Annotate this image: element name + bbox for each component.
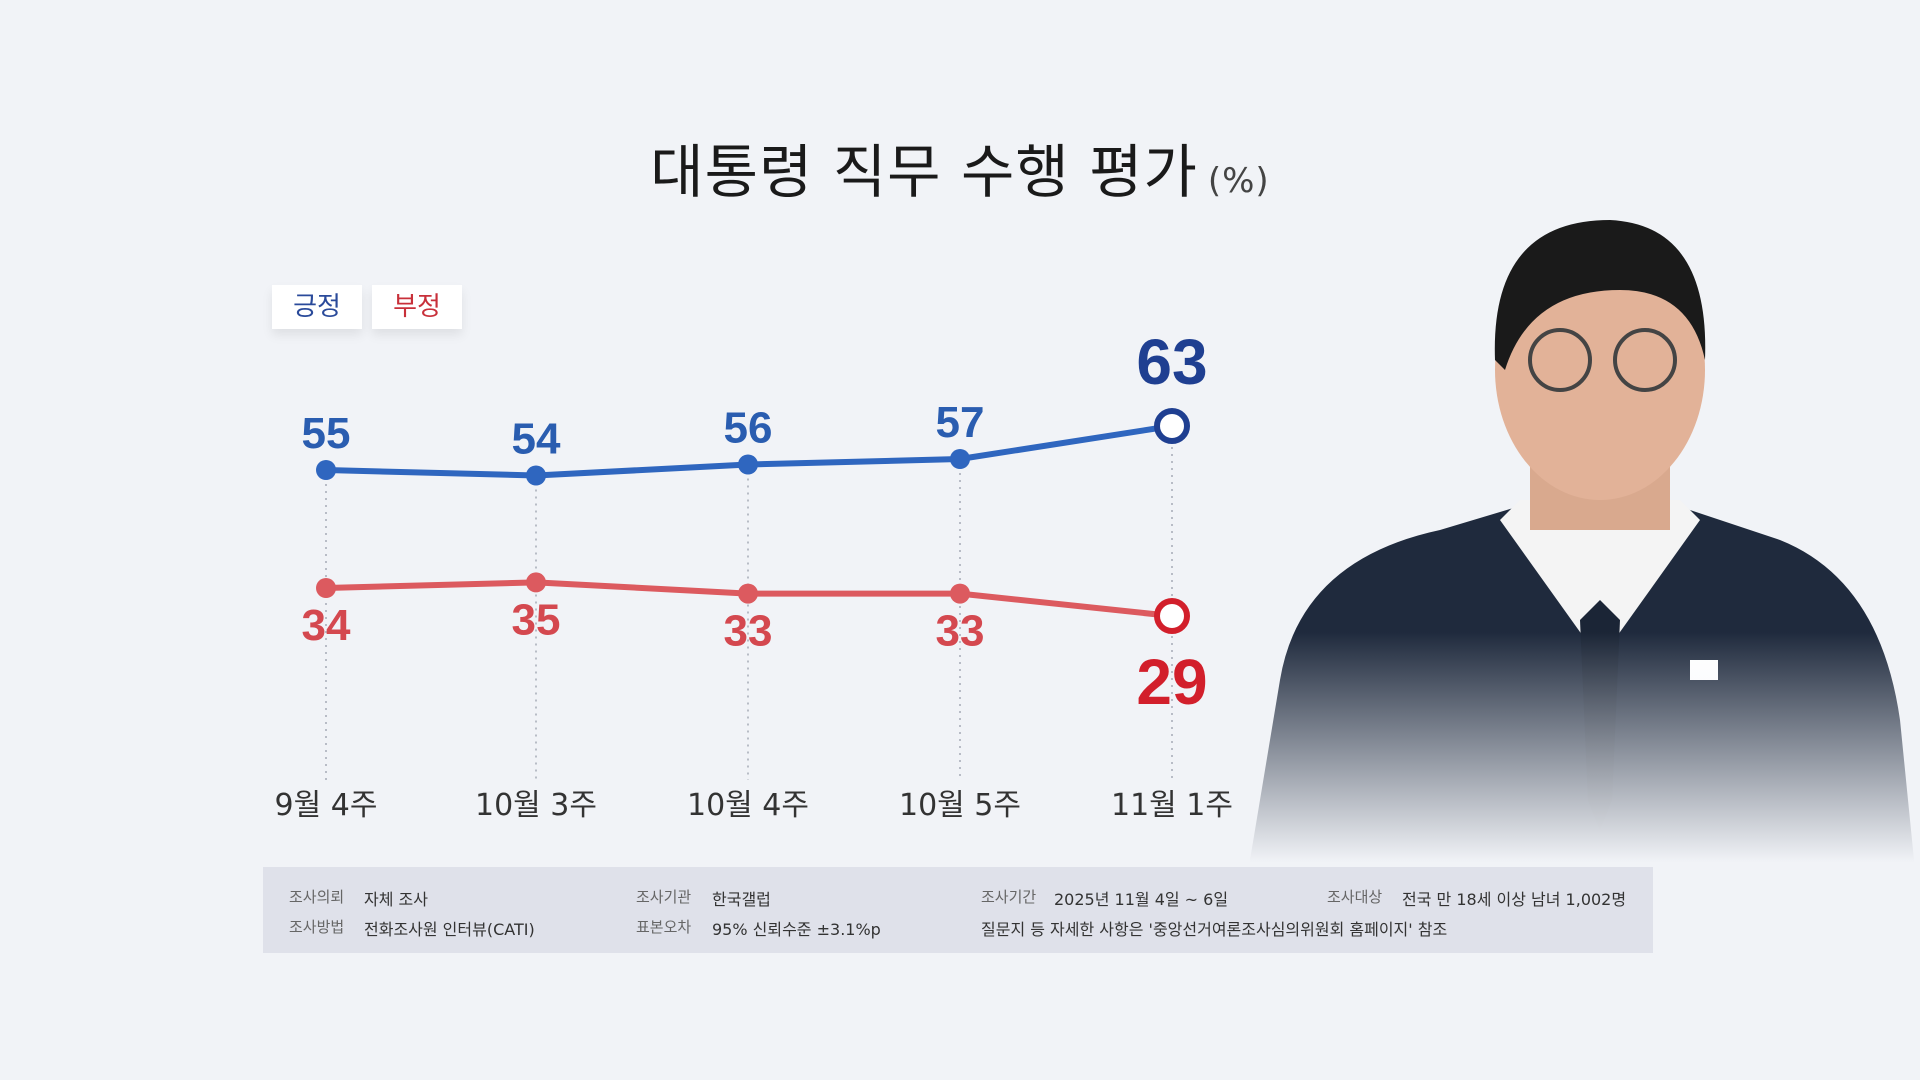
title-unit: (%) <box>1207 161 1270 201</box>
data-point <box>738 454 758 475</box>
x-tick-label: 10월 3주 <box>475 788 597 823</box>
legend-positive: 긍정 <box>272 285 362 329</box>
president-photo <box>1240 200 1920 920</box>
target-key: 조사대상 <box>1327 888 1383 906</box>
data-point <box>526 465 546 486</box>
method-key: 조사방법 <box>289 918 345 936</box>
period-key: 조사기간 <box>981 888 1037 906</box>
data-point <box>1154 408 1190 444</box>
data-point <box>950 449 970 469</box>
data-label: 29 <box>1136 646 1207 718</box>
x-tick-label: 10월 4주 <box>687 788 809 823</box>
data-label: 34 <box>302 601 351 650</box>
x-tick-label: 9월 4주 <box>275 788 378 823</box>
client-value: 자체 조사 <box>364 890 428 909</box>
survey-note: 질문지 등 자세한 사항은 '중앙선거여론조사심의위원회 홈페이지' 참조 <box>981 920 1448 939</box>
data-point <box>738 583 758 604</box>
error-key: 표본오차 <box>636 918 692 936</box>
data-label: 35 <box>512 595 561 644</box>
data-label: 54 <box>512 415 561 464</box>
x-tick-label: 11월 1주 <box>1111 788 1233 823</box>
chart-title: 대통령 직무 수행 평가 (%) <box>0 125 1920 209</box>
data-point <box>950 583 970 604</box>
org-value: 한국갤럽 <box>712 890 771 909</box>
data-point <box>316 578 336 598</box>
title-text: 대통령 직무 수행 평가 <box>650 138 1198 206</box>
org-key: 조사기관 <box>636 888 692 906</box>
data-point <box>1154 598 1190 634</box>
data-label: 56 <box>724 404 773 453</box>
method-value: 전화조사원 인터뷰(CATI) <box>364 920 535 939</box>
error-value: 95% 신뢰수준 ±3.1%p <box>712 920 881 939</box>
data-label: 33 <box>724 607 773 656</box>
survey-info: 조사의뢰 자체 조사 조사기관 한국갤럽 조사기간 2025년 11월 4일 ~… <box>263 867 1653 953</box>
period-value: 2025년 11월 4일 ~ 6일 <box>1054 890 1229 909</box>
x-tick-label: 10월 5주 <box>899 788 1021 823</box>
target-value: 전국 만 18세 이상 남녀 1,002명 <box>1402 890 1627 909</box>
data-label: 33 <box>936 607 985 656</box>
data-label: 55 <box>302 409 351 458</box>
data-point <box>316 460 336 480</box>
data-point <box>526 572 546 593</box>
data-label: 57 <box>936 398 985 447</box>
legend-negative: 부정 <box>372 285 462 329</box>
client-key: 조사의뢰 <box>289 888 345 906</box>
data-label: 63 <box>1136 326 1207 398</box>
